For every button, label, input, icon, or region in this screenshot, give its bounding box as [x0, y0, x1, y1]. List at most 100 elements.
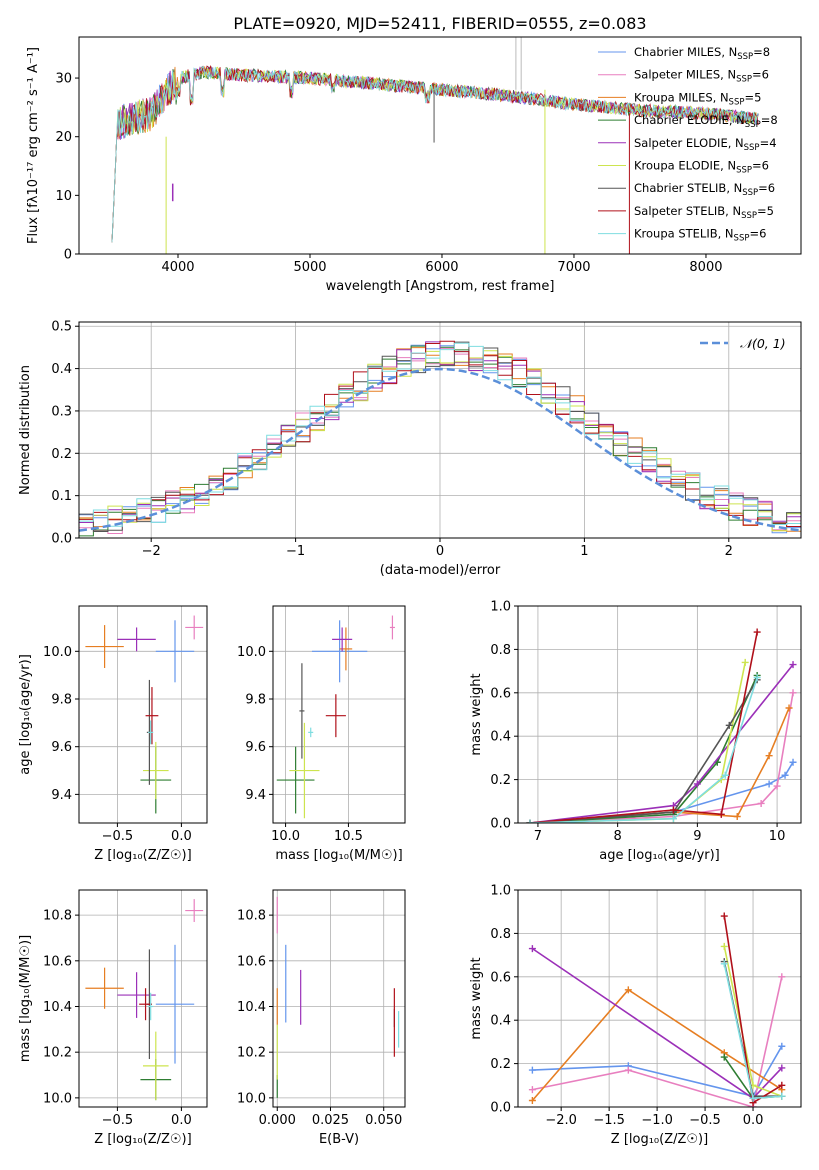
plot-area — [528, 912, 786, 1107]
y-tick-label: 9.6 — [51, 740, 72, 755]
y-axis-label: mass weight — [469, 673, 484, 755]
x-tick-label: 10 — [769, 829, 786, 844]
data-point-marker — [753, 628, 761, 636]
x-axis-label: Z [log₁₀(Z/Z☉)] — [94, 848, 191, 863]
axes-frame — [517, 605, 802, 824]
y-tick-label: 0.5 — [51, 320, 72, 335]
x-tick-label: −0.5 — [102, 1113, 134, 1128]
y-tick-label: 0.6 — [490, 686, 511, 701]
x-tick-label: 7 — [534, 829, 542, 844]
data-point-marker — [528, 1096, 536, 1104]
x-tick-label: 0 — [436, 544, 444, 559]
y-tick-label: 10.0 — [237, 645, 266, 660]
panel-mass_vs_EBV: 0.000 0.025 0.050 10.0 10.2 10.4 10.6 10.8 E(B-V… — [237, 889, 406, 1147]
panel-residuals: −2 −1 0 1 2 0.0 0.1 0.2 0.3 0.4 0.5 (data-model)/er… — [18, 320, 802, 578]
y-tick-label: 0.3 — [51, 404, 72, 419]
x-tick-label: −0.5 — [102, 829, 134, 844]
data-point-marker — [528, 945, 536, 953]
errorbar-point — [85, 625, 124, 668]
errorbar-point — [143, 741, 169, 800]
y-tick-label: 0.8 — [490, 927, 511, 942]
x-axis-label: age [log₁₀(age/yr)] — [599, 848, 720, 863]
data-point-marker — [778, 1081, 786, 1089]
panel-massweight_vs_Z: −2.0 −1.5 −1.0 −0.5 0.0 0.0 0.2 0.4 0.6 0.8 1.0 Z [… — [469, 884, 802, 1147]
figure-title: PLATE=0920, MJD=52411, FIBERID=0555, z=0… — [233, 14, 646, 33]
errorbar-point — [117, 627, 156, 652]
x-tick-label: 10.5 — [334, 829, 363, 844]
x-tick-label: 9 — [693, 829, 701, 844]
x-axis-label: (data-model)/error — [380, 563, 501, 578]
data-point-marker — [693, 780, 701, 788]
x-tick-label: −2 — [142, 544, 161, 559]
legend-entry: Kroupa STELIB, NSSP=6 — [634, 227, 766, 244]
series-line — [529, 675, 758, 823]
legend-entry: Chabrier ELODIE, NSSP=8 — [634, 113, 778, 130]
axes-frame — [78, 889, 208, 1108]
y-tick-label: 10.0 — [43, 645, 72, 660]
y-axis-label: Normed distribution — [18, 365, 33, 495]
x-tick-label: 8000 — [689, 260, 722, 275]
panel-mass_vs_Z: −0.5 0.0 10.0 10.2 10.4 10.6 10.8 Z [log₁₀(Z/Z☉… — [18, 889, 208, 1147]
y-tick-label: 0.2 — [490, 773, 511, 788]
spectrum-series-salpeter-elodie — [111, 66, 759, 243]
series-line — [529, 662, 746, 823]
y-tick-label: 10 — [55, 189, 72, 204]
errorbar-point — [325, 694, 346, 738]
data-point-marker — [669, 815, 677, 823]
data-point-marker — [725, 721, 733, 729]
data-point-marker — [753, 674, 761, 682]
data-point-marker — [757, 799, 765, 807]
y-tick-label: 0.8 — [490, 643, 511, 658]
data-point-marker — [528, 1066, 536, 1074]
y-tick-label: 10.0 — [237, 1091, 266, 1106]
y-tick-label: 9.6 — [245, 740, 266, 755]
axes-frame — [272, 889, 406, 1108]
data-point-marker — [765, 780, 773, 788]
data-point-marker — [720, 912, 728, 920]
y-axis-label: mass [log₁₀(M/M☉)] — [18, 935, 33, 1062]
data-point-marker — [789, 689, 797, 697]
y-tick-label: 9.8 — [51, 693, 72, 708]
spectrum-series-kroupa-stelib — [111, 66, 759, 243]
x-tick-label: −2.0 — [545, 1113, 577, 1128]
data-point-marker — [778, 973, 786, 981]
x-tick-label: 10.0 — [271, 829, 300, 844]
x-axis-label: Z [log₁₀(Z/Z☉)] — [94, 1132, 191, 1147]
data-point-marker — [749, 1094, 757, 1102]
data-point-marker — [741, 658, 749, 666]
panel-spectrum: 4000 5000 6000 7000 8000 0 10 20 30 wavelength [A… — [26, 36, 802, 294]
errorbar-point — [289, 722, 320, 819]
errorbar-point — [148, 720, 154, 745]
x-tick-label: 0.0 — [743, 1113, 764, 1128]
x-tick-label: 0.050 — [365, 1113, 402, 1128]
x-tick-label: 2 — [725, 544, 733, 559]
plot-area — [526, 628, 797, 823]
x-tick-label: 0.0 — [171, 829, 192, 844]
data-point-marker — [721, 771, 729, 779]
data-point-marker — [526, 819, 534, 823]
spectrum-series-salpeter-stelib — [111, 64, 759, 243]
data-point-marker — [624, 1066, 632, 1074]
data-point-marker — [789, 758, 797, 766]
y-tick-label: 10.0 — [43, 1091, 72, 1106]
data-point-marker — [733, 812, 741, 820]
errorbar-point — [299, 663, 305, 759]
plot-area — [276, 896, 400, 1098]
x-tick-label: 0.000 — [259, 1113, 296, 1128]
y-tick-label: 10.4 — [237, 1000, 266, 1015]
y-tick-label: 1.0 — [490, 884, 511, 899]
y-tick-label: 0.6 — [490, 970, 511, 985]
x-tick-label: −1.5 — [593, 1113, 625, 1128]
series-line — [529, 631, 758, 823]
data-point-marker — [720, 942, 728, 950]
errorbar-point — [155, 944, 195, 1064]
y-tick-label: 0.2 — [51, 447, 72, 462]
panel-massweight_vs_age: 7 8 9 10 0.0 0.2 0.4 0.6 0.8 1.0 age [log₁₀(age/yr… — [469, 600, 802, 863]
histogram-series — [79, 341, 801, 532]
legend-entry: 𝒩(0, 1) — [740, 336, 786, 351]
x-axis-label: wavelength [Angstrom, rest frame] — [326, 279, 555, 294]
errorbar-point — [145, 687, 159, 745]
legend-entry: Salpeter STELIB, NSSP=5 — [634, 204, 774, 221]
y-axis-label: mass weight — [469, 957, 484, 1039]
